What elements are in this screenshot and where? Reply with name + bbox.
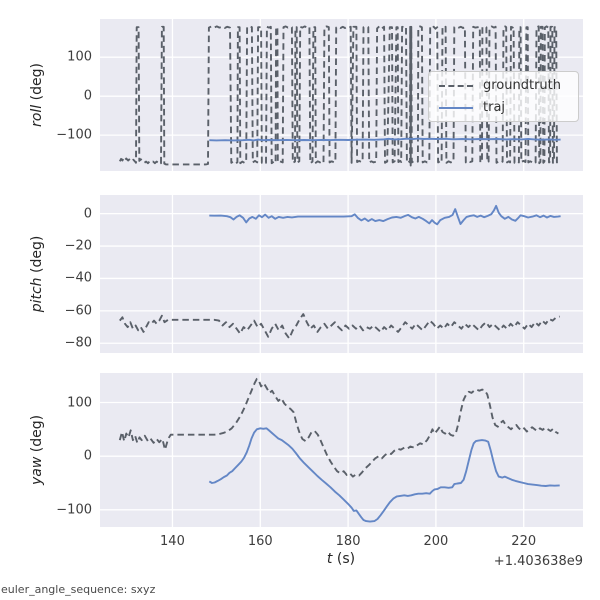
series-traj-line (209, 204, 561, 226)
axes-background (100, 373, 583, 527)
legend-item-groundtruth: groundtruth (439, 78, 570, 93)
legend-label-traj: traj (483, 100, 506, 115)
legend-item-traj: traj (439, 100, 570, 115)
series-traj-line (208, 427, 560, 523)
legend: groundtruth traj (428, 71, 579, 122)
dashed-line-swatch-icon (439, 84, 473, 87)
series-traj-line (209, 137, 561, 142)
series-groundtruth-line (118, 377, 559, 478)
solid-line-swatch-icon (439, 106, 473, 109)
series-groundtruth-line (119, 313, 560, 340)
legend-label-groundtruth: groundtruth (483, 78, 562, 93)
